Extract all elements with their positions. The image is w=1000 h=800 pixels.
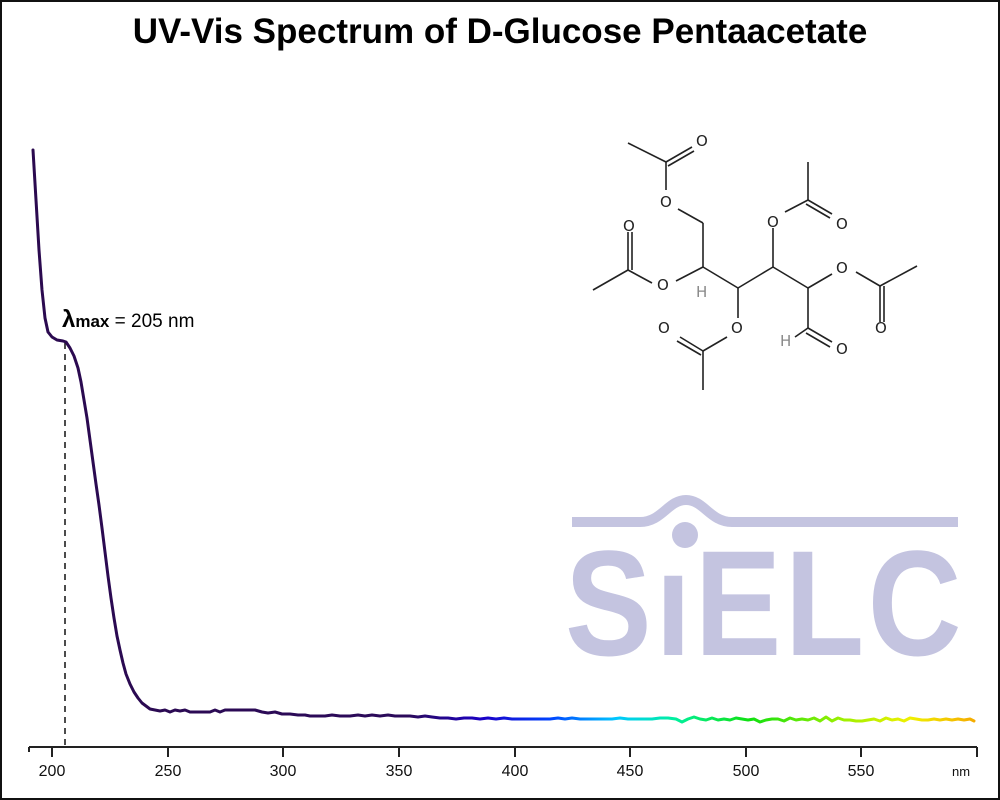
svg-text:H: H xyxy=(780,332,791,350)
svg-text:O: O xyxy=(836,259,848,277)
tick-label-450: 450 xyxy=(617,763,644,780)
tick-label-550: 550 xyxy=(848,763,875,780)
svg-text:O: O xyxy=(623,217,635,235)
molecule-structure xyxy=(592,142,918,390)
lambda-max-value: = 205 nm xyxy=(109,311,195,332)
svg-text:H: H xyxy=(696,283,707,301)
lambda-symbol: λ xyxy=(62,306,76,333)
x-axis-unit-label: nm xyxy=(952,764,970,779)
svg-text:O: O xyxy=(836,340,848,358)
svg-text:O: O xyxy=(657,276,669,294)
chart-title: UV-Vis Spectrum of D-Glucose Pentaacetat… xyxy=(132,12,868,51)
tick-label-250: 250 xyxy=(155,763,182,780)
tick-label-200: 200 xyxy=(39,763,66,780)
x-axis: 200 250 300 350 400 450 500 550 nm xyxy=(28,746,978,780)
tick-label-400: 400 xyxy=(502,763,529,780)
spectrum-curve xyxy=(31,148,976,724)
svg-text:O: O xyxy=(836,215,848,233)
svg-text:O: O xyxy=(696,132,708,150)
tick-label-300: 300 xyxy=(270,763,297,780)
molecule-atom-labels: O O O O H O O O O O O H O xyxy=(623,132,887,358)
lambda-max-annotation: λmax = 205 nm xyxy=(62,306,194,334)
sielc-watermark-logo: SıELC xyxy=(565,494,965,687)
x-axis-ticks xyxy=(51,747,862,757)
svg-text:O: O xyxy=(660,193,672,211)
svg-text:O: O xyxy=(731,319,743,337)
tick-label-500: 500 xyxy=(733,763,760,780)
watermark-text: SıELC xyxy=(565,519,965,687)
tick-label-350: 350 xyxy=(386,763,413,780)
svg-text:O: O xyxy=(767,213,779,231)
svg-text:O: O xyxy=(875,319,887,337)
svg-text:O: O xyxy=(658,319,670,337)
x-axis-tick-labels: 200 250 300 350 400 450 500 550 nm xyxy=(39,763,970,780)
lambda-subscript: max xyxy=(75,312,110,331)
